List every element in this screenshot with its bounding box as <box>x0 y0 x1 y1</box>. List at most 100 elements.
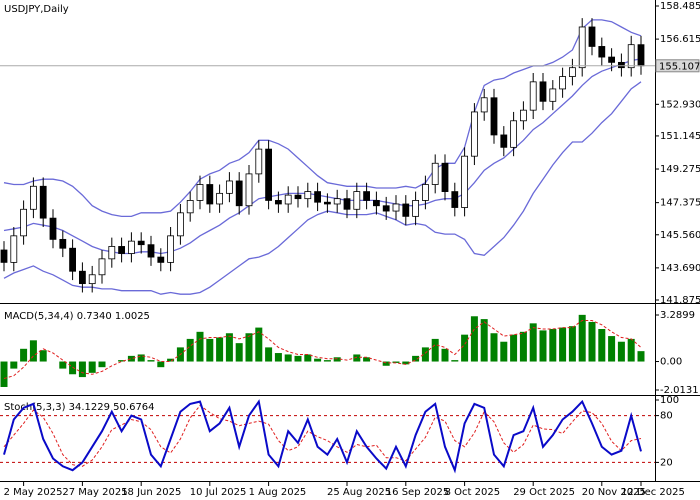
candle-body <box>108 246 116 260</box>
macd-bar <box>568 326 576 362</box>
candle-body <box>441 162 449 192</box>
y-tick-label: 151.145 <box>660 131 700 142</box>
candle-body <box>29 185 37 210</box>
candle-body <box>196 184 204 201</box>
candle-body <box>529 81 537 111</box>
candle-body <box>186 200 194 214</box>
chart-title: USDJPY,Daily <box>4 4 69 15</box>
macd-bar <box>39 350 47 362</box>
macd-bar <box>470 316 478 362</box>
macd-bar <box>78 361 86 378</box>
candle-body <box>167 235 175 263</box>
macd-bar <box>510 334 518 362</box>
x-tick-label: 2 May 2025 <box>4 487 63 498</box>
macd-bar <box>137 354 145 362</box>
macd-bar <box>69 361 77 375</box>
macd-bar <box>304 354 312 362</box>
macd-bar <box>196 331 204 362</box>
y-tick-label: 149.275 <box>660 164 700 175</box>
candle-body <box>314 191 322 203</box>
macd-bar <box>216 337 224 362</box>
candle-body <box>363 191 371 201</box>
macd-bar <box>382 361 390 366</box>
macd-bar <box>265 347 273 362</box>
macd-bar <box>578 314 586 362</box>
macd-bar <box>167 358 175 362</box>
stoch-signal <box>3 404 642 467</box>
candle-body <box>412 200 420 217</box>
macd-bar <box>314 358 322 362</box>
candle-body <box>500 134 508 148</box>
x-tick-label: 29 Oct 2025 <box>513 487 575 498</box>
candle-body <box>588 26 596 47</box>
candle-body <box>206 184 214 205</box>
x-tick-label: 18 Jun 2025 <box>121 487 181 498</box>
candle-body <box>216 192 224 205</box>
last-price-label: 155.107 <box>659 61 700 72</box>
candle-body <box>245 173 253 207</box>
macd-bar <box>147 360 155 362</box>
candle-body <box>118 246 125 254</box>
macd-bar <box>98 361 106 368</box>
candle-body <box>323 201 331 205</box>
macd-bar <box>225 333 233 362</box>
y-tick-label: 100 <box>660 395 679 406</box>
macd-bar <box>59 361 67 369</box>
candle-body <box>520 109 527 122</box>
macd-bar <box>284 354 292 362</box>
candle-body <box>147 244 155 258</box>
x-tick-label: 12 Dec 2025 <box>621 487 685 498</box>
y-tick-label: 147.375 <box>660 198 700 209</box>
candle-body <box>539 81 547 102</box>
x-tick-label: 1 Aug 2025 <box>249 487 307 498</box>
macd-bar <box>363 357 371 362</box>
macd-bar <box>402 361 410 365</box>
x-tick-label: 8 Oct 2025 <box>445 487 500 498</box>
candle-body <box>353 191 361 210</box>
macd-bar <box>519 331 527 362</box>
x-tick-label: 10 Jul 2025 <box>190 487 247 498</box>
candle-body <box>294 194 302 200</box>
candle-body <box>10 235 18 263</box>
x-tick-label: 27 May 2025 <box>62 487 127 498</box>
candle-body <box>431 162 439 185</box>
y-tick-label: 20 <box>660 457 673 468</box>
candle-body <box>421 184 429 201</box>
candle-body <box>137 240 145 246</box>
macd-bar <box>29 340 37 362</box>
macd-bar <box>206 338 214 362</box>
macd-bar <box>255 327 263 362</box>
candle-body <box>304 191 312 200</box>
macd-bar <box>323 360 331 362</box>
x-tick-label: 25 Aug 2025 <box>327 487 391 498</box>
candle-body <box>235 180 243 207</box>
macd-bar <box>333 357 341 362</box>
macd-bar <box>294 355 302 362</box>
candle-body <box>127 240 135 254</box>
macd-bar <box>608 336 616 362</box>
macd-signal <box>3 320 642 379</box>
candle-body <box>510 120 518 148</box>
candle-body <box>0 249 8 263</box>
y-tick-label: 141.875 <box>660 295 700 306</box>
macd-bar <box>274 353 282 362</box>
candle-body <box>157 256 165 263</box>
macd-bar <box>461 334 469 362</box>
candle-body <box>608 56 615 63</box>
macd-bar <box>627 338 635 362</box>
macd-bar <box>235 343 243 362</box>
macd-bar <box>392 361 400 363</box>
candle-body <box>176 212 184 237</box>
macd-bar <box>539 330 547 362</box>
indicator-title: MACD(5,34,4) 0.7340 1.0025 <box>4 311 150 322</box>
macd-bar <box>490 333 498 362</box>
macd-bar <box>127 355 135 362</box>
macd-bar <box>598 329 606 362</box>
macd-bar <box>559 327 567 362</box>
y-tick-label: 3.2899 <box>660 310 695 321</box>
macd-bar <box>353 354 361 362</box>
candle-body <box>372 200 380 207</box>
candle-body <box>255 148 263 175</box>
candle-body <box>343 198 351 210</box>
